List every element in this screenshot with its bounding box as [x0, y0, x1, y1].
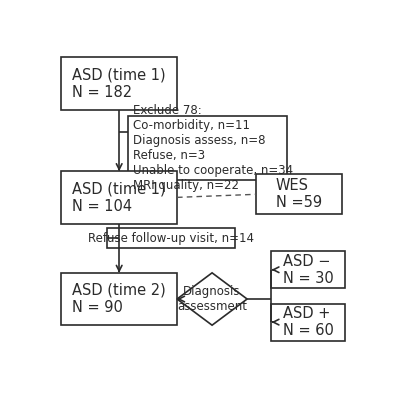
- Text: Exclude 78:
Co-morbidity, n=11
Diagnosis assess, n=8
Refuse, n=3
Unable to coope: Exclude 78: Co-morbidity, n=11 Diagnosis…: [133, 104, 293, 192]
- FancyBboxPatch shape: [129, 116, 287, 180]
- Text: WES
N =59: WES N =59: [276, 178, 322, 210]
- FancyBboxPatch shape: [61, 57, 177, 110]
- Polygon shape: [177, 273, 247, 325]
- FancyBboxPatch shape: [107, 228, 235, 248]
- FancyBboxPatch shape: [61, 171, 177, 224]
- Text: ASD +
N = 60: ASD + N = 60: [283, 306, 333, 338]
- Text: Diagnosis
assessment: Diagnosis assessment: [177, 285, 247, 313]
- Text: ASD −
N = 30: ASD − N = 30: [283, 254, 333, 286]
- FancyBboxPatch shape: [256, 174, 342, 214]
- FancyBboxPatch shape: [272, 304, 345, 341]
- Text: Refuse follow-up visit, n=14: Refuse follow-up visit, n=14: [88, 232, 254, 245]
- Text: ASD (time 1)
N = 182: ASD (time 1) N = 182: [72, 67, 166, 100]
- FancyBboxPatch shape: [272, 251, 345, 288]
- FancyBboxPatch shape: [61, 273, 177, 325]
- Text: ASD (time 2)
N = 90: ASD (time 2) N = 90: [72, 283, 166, 315]
- Text: ASD (time 1)
N = 104: ASD (time 1) N = 104: [72, 181, 166, 214]
